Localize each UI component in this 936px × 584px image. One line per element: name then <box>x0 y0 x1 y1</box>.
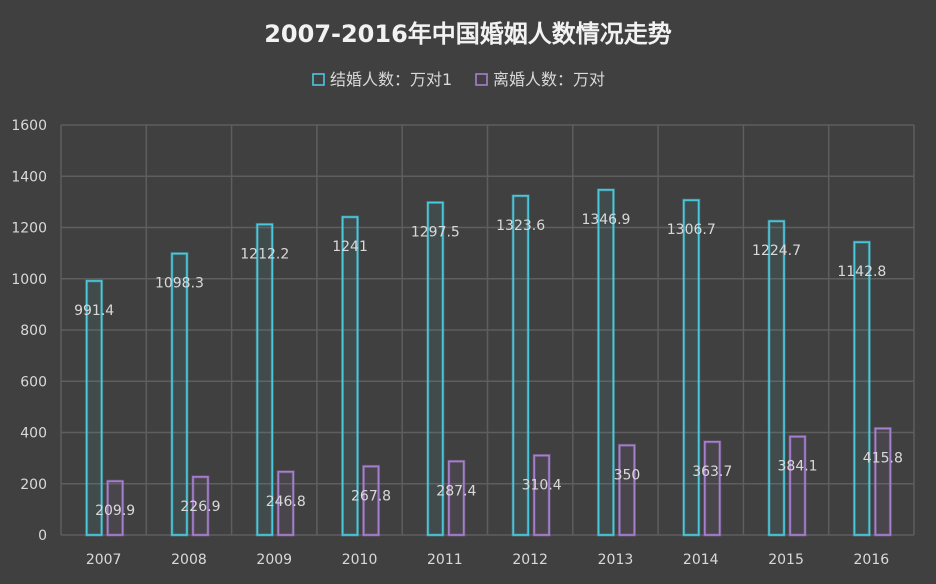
data-label: 1098.3 <box>155 276 204 292</box>
bar-marriage <box>768 220 785 536</box>
bar-glow <box>767 219 786 537</box>
bar-marriage <box>682 199 700 536</box>
data-label: 384.1 <box>778 459 818 475</box>
y-tick-label: 0 <box>38 528 47 544</box>
bar-glow <box>788 435 807 537</box>
legend: 结婚人数：万对1 离婚人数：万对 <box>312 70 605 89</box>
bar-divorce <box>362 465 380 536</box>
bars <box>85 188 892 537</box>
y-tick-label: 400 <box>20 426 47 442</box>
data-labels: 991.4 1098.3 1212.2 1241 1297.5 1323.6 1346.9 1… <box>74 212 903 519</box>
y-tick-label: 600 <box>20 374 47 390</box>
bar-divorce <box>448 460 465 536</box>
data-label: 226.9 <box>180 499 220 515</box>
x-tick-label: 2012 <box>512 552 548 568</box>
bar-marriage <box>85 280 103 536</box>
y-tick-label: 1400 <box>11 169 47 185</box>
bar-glow <box>255 222 274 537</box>
x-axis: 2007 2008 2009 2010 2011 2012 2013 2014 2015 2016 <box>86 552 889 568</box>
bar-divorce <box>618 444 636 536</box>
data-label: 1212.2 <box>240 246 289 262</box>
bar-divorce <box>703 441 721 536</box>
bar-divorce <box>106 480 124 536</box>
y-tick-label: 1200 <box>11 221 47 237</box>
data-label: 287.4 <box>436 483 476 499</box>
bar-glow <box>703 440 722 537</box>
data-label: 209.9 <box>95 503 135 519</box>
x-tick-label: 2014 <box>683 552 719 568</box>
bar-glow <box>617 443 636 537</box>
x-tick-label: 2016 <box>854 552 890 568</box>
data-label: 1241 <box>332 239 368 255</box>
data-label: 1297.5 <box>411 225 460 241</box>
bar-divorce <box>789 435 806 536</box>
bar-marriage <box>512 195 529 536</box>
x-tick-label: 2011 <box>427 552 463 568</box>
x-tick-label: 2010 <box>342 552 378 568</box>
x-tick-label: 2009 <box>256 552 292 568</box>
data-label: 350 <box>614 467 641 483</box>
y-tick-label: 800 <box>20 323 47 339</box>
data-label: 267.8 <box>351 488 391 504</box>
bar-divorce <box>533 454 550 536</box>
chart-title: 2007-2016年中国婚姻人数情况走势 <box>264 20 672 48</box>
data-label: 991.4 <box>74 303 114 319</box>
bar-marriage <box>597 189 615 536</box>
bar-marriage <box>853 241 871 536</box>
bar-glow <box>873 426 892 537</box>
legend-swatch-divorce <box>475 73 488 86</box>
bar-divorce <box>192 476 209 536</box>
bar-glow <box>852 240 871 537</box>
data-label: 363.7 <box>692 464 732 480</box>
data-label: 1346.9 <box>581 212 630 228</box>
bar-glow <box>532 453 551 537</box>
legend-label-marriage: 结婚人数：万对1 <box>330 70 452 89</box>
bar-marriage <box>171 252 188 536</box>
x-tick-label: 2007 <box>86 552 122 568</box>
data-label: 1306.7 <box>667 222 716 238</box>
y-axis: 0 200 400 600 800 1000 1200 1400 1600 <box>11 118 47 544</box>
y-tick-label: 200 <box>20 477 47 493</box>
legend-label-divorce: 离婚人数：万对 <box>493 70 605 89</box>
bar-marriage <box>427 201 444 536</box>
gridlines <box>60 124 915 536</box>
y-tick-label: 1600 <box>11 118 47 134</box>
data-label: 246.8 <box>266 494 306 510</box>
bar-divorce <box>277 470 295 536</box>
data-label: 1224.7 <box>752 243 801 259</box>
bar-marriage <box>341 216 359 536</box>
bar-glow <box>170 252 189 537</box>
data-label: 415.8 <box>863 450 903 466</box>
bar-glow <box>85 279 104 537</box>
data-label: 1323.6 <box>496 218 545 234</box>
legend-swatch-marriage <box>312 73 325 86</box>
bar-marriage <box>256 223 274 536</box>
x-tick-label: 2008 <box>171 552 207 568</box>
data-label: 310.4 <box>522 477 562 493</box>
bar-glow <box>596 188 615 537</box>
data-label: 1142.8 <box>837 264 886 280</box>
bar-glow <box>682 198 701 537</box>
x-tick-label: 2015 <box>768 552 804 568</box>
bar-divorce <box>874 427 892 536</box>
x-tick-label: 2013 <box>598 552 634 568</box>
bar-glow <box>341 215 360 537</box>
y-tick-label: 1000 <box>11 272 47 288</box>
